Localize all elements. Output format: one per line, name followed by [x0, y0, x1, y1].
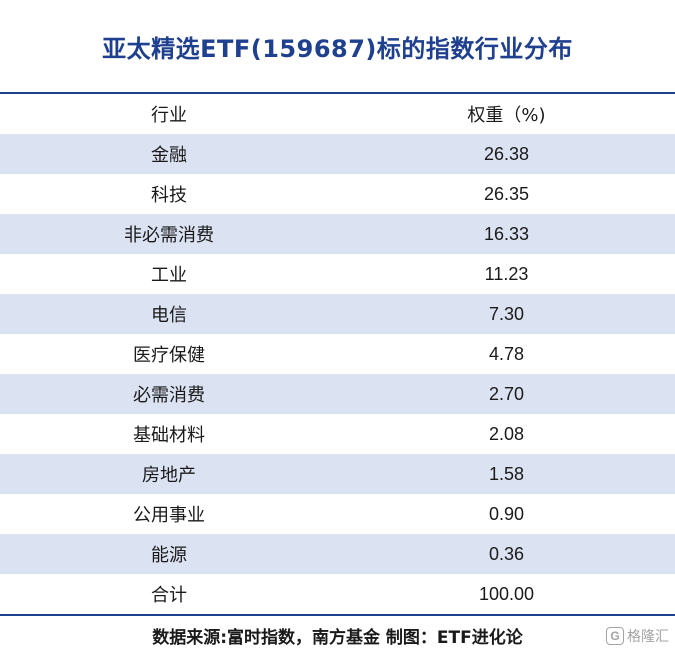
industry-weight-table: 行业 权重（%) 金融 26.38 科技 26.35 非必需消费 16.33 工… [0, 94, 675, 614]
footer-divider [0, 614, 675, 616]
table-row: 非必需消费 16.33 [0, 214, 675, 254]
table-total-row: 合计 100.00 [0, 574, 675, 614]
weight-cell: 26.35 [483, 183, 530, 204]
watermark-text: 格隆汇 [627, 629, 669, 645]
industry-cell: 医疗保健 [133, 345, 205, 366]
page-title: 亚太精选ETF(159687)标的指数行业分布 [102, 34, 573, 63]
industry-cell: 科技 [151, 185, 187, 206]
weight-cell: 11.23 [484, 263, 529, 284]
table-row: 必需消费 2.70 [0, 374, 675, 414]
industry-cell: 非必需消费 [124, 225, 214, 246]
total-weight-cell: 100.00 [478, 583, 535, 604]
column-header-industry: 行业 [151, 105, 187, 126]
weight-cell: 2.08 [488, 423, 525, 444]
industry-cell: 公用事业 [133, 505, 205, 526]
table-row: 房地产 1.58 [0, 454, 675, 494]
industry-cell: 基础材料 [133, 425, 205, 446]
weight-cell: 7.30 [488, 303, 525, 324]
industry-cell: 电信 [151, 305, 187, 326]
total-label-cell: 合计 [151, 585, 187, 606]
table-row: 工业 11.23 [0, 254, 675, 294]
table-row: 科技 26.35 [0, 174, 675, 214]
weight-cell: 26.38 [483, 143, 530, 164]
table-row: 电信 7.30 [0, 294, 675, 334]
watermark-logo-icon: G [606, 627, 624, 645]
table-row: 医疗保健 4.78 [0, 334, 675, 374]
table-row: 公用事业 0.90 [0, 494, 675, 534]
weight-cell: 0.36 [488, 543, 525, 564]
title-divider [0, 92, 675, 94]
industry-cell: 能源 [151, 545, 187, 566]
table-row: 基础材料 2.08 [0, 414, 675, 454]
industry-cell: 必需消费 [133, 385, 205, 406]
table-header-row: 行业 权重（%) [0, 94, 675, 134]
weight-cell: 2.70 [488, 383, 525, 404]
weight-cell: 16.33 [483, 223, 530, 244]
column-header-weight: 权重（%) [467, 105, 546, 126]
weight-cell: 1.58 [488, 463, 525, 484]
industry-cell: 房地产 [142, 465, 196, 486]
table-row: 金融 26.38 [0, 134, 675, 174]
table-row: 能源 0.36 [0, 534, 675, 574]
source-footer: 数据来源:富时指数，南方基金 制图：ETF进化论 [152, 628, 523, 648]
weight-cell: 0.90 [488, 503, 525, 524]
weight-cell: 4.78 [488, 343, 525, 364]
industry-cell: 工业 [151, 265, 187, 286]
watermark: G 格隆汇 [606, 626, 669, 646]
industry-cell: 金融 [151, 145, 187, 166]
